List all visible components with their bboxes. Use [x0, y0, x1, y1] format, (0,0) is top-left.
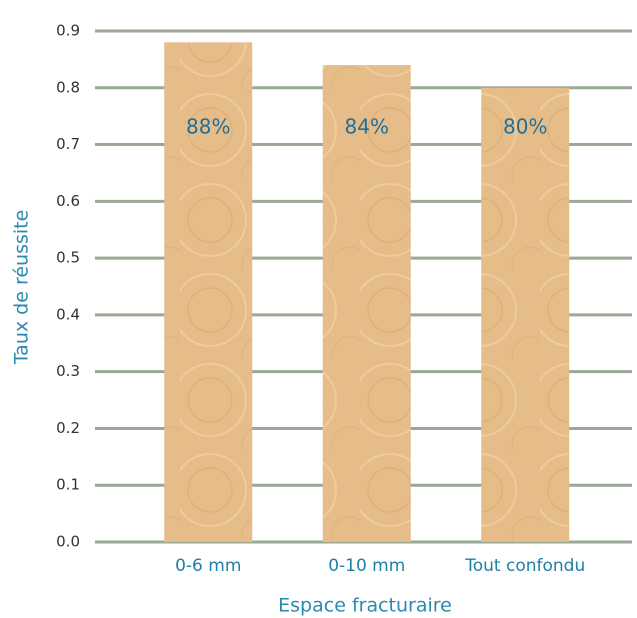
y-tick-label: 0.4: [56, 305, 80, 323]
y-tick-label: 0.5: [56, 249, 80, 267]
x-tick-label: 0-6 mm: [175, 556, 241, 576]
bar: [164, 42, 253, 542]
y-axis-title: Taux de réussite: [11, 210, 33, 366]
value-label: 84%: [345, 115, 389, 139]
y-tick-label: 0.2: [56, 419, 80, 437]
y-tick-label: 0.3: [56, 362, 80, 380]
bar: [322, 65, 411, 543]
value-label: 88%: [186, 115, 230, 139]
bars: [164, 42, 570, 543]
x-tick-label: 0-10 mm: [328, 556, 405, 576]
y-tick-label: 0.0: [56, 533, 80, 551]
labels: 0.0 0.1 0.2 0.3 0.4 0.5 0.6 0.7 0.8 0.9 0-6 mm 88% 0…: [56, 22, 585, 577]
x-axis-title: Espace fracturaire: [278, 595, 452, 617]
y-tick-label: 0.8: [56, 78, 80, 96]
y-tick-label: 0.6: [56, 192, 80, 210]
x-tick-label: Tout confondu: [464, 556, 585, 576]
bar: [481, 87, 570, 543]
value-label: 80%: [503, 115, 547, 139]
y-tick-label: 0.1: [56, 476, 80, 494]
y-tick-label: 0.9: [56, 22, 80, 40]
y-tick-label: 0.7: [56, 135, 80, 153]
